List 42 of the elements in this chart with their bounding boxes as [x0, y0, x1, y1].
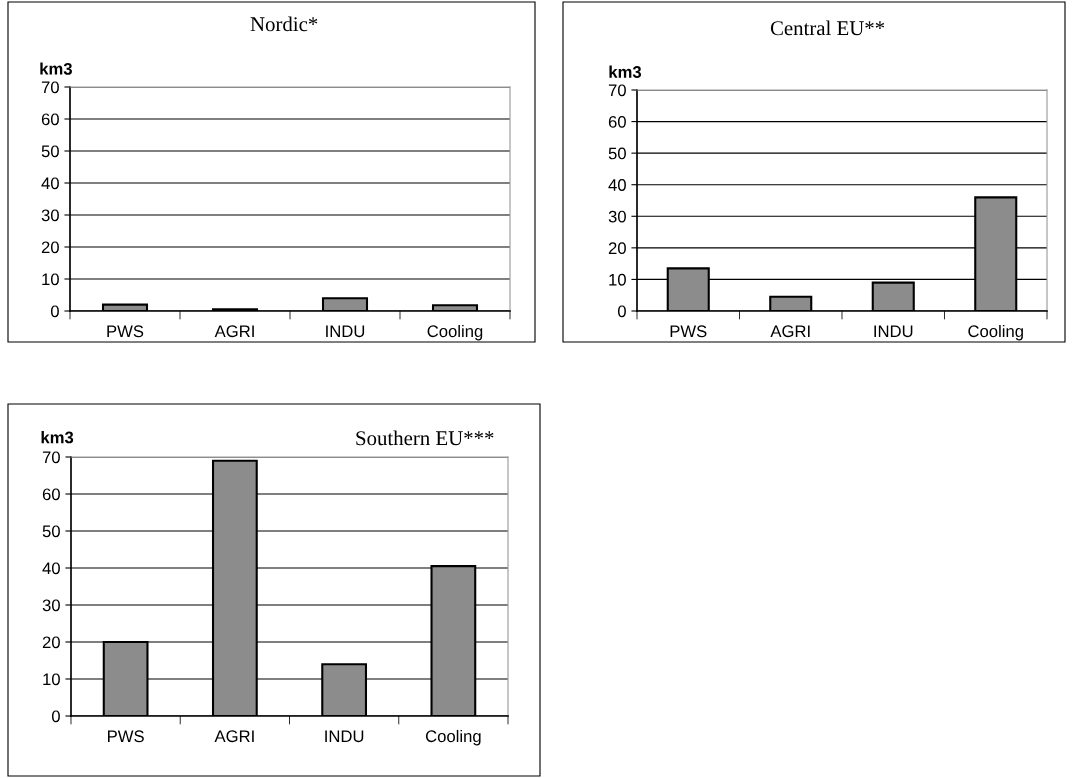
y-tick-label: 0	[50, 305, 59, 318]
chart-title: Southern EU***	[356, 430, 494, 446]
x-tick-label: PWS	[108, 730, 144, 743]
y-tick-label: 60	[42, 488, 60, 501]
y-tick-label: 20	[42, 636, 60, 649]
y-tick-label: 0	[51, 710, 60, 723]
y-tick-label: 40	[608, 179, 626, 191]
y-tick-label: 60	[608, 115, 626, 128]
x-tick-label: AGRI	[214, 730, 254, 743]
y-tick-label: 40	[42, 562, 60, 575]
y-tick-label: 70	[41, 81, 59, 94]
y-tick-label: 70	[608, 84, 626, 97]
chart-title: Central EU**	[770, 20, 885, 36]
y-tick-label: 20	[608, 242, 626, 255]
y-axis-title: km3	[41, 431, 74, 444]
y-tick-label: 60	[41, 113, 59, 126]
y-axis-title: km3	[40, 62, 72, 75]
chart-title: Nordic*	[250, 16, 318, 32]
x-tick-label: AGRI	[214, 325, 254, 338]
x-tick-label: PWS	[670, 325, 707, 338]
y-tick-label: 10	[43, 673, 60, 686]
x-tick-label: Cooling	[968, 324, 1023, 341]
y-tick-label: 50	[42, 525, 60, 538]
y-tick-label: 10	[42, 273, 59, 286]
x-tick-label: AGRI	[770, 325, 810, 338]
y-tick-label: 50	[41, 145, 59, 158]
x-tick-label: PWS	[107, 325, 144, 338]
y-tick-label: 70	[42, 451, 60, 464]
y-tick-label: 50	[608, 147, 626, 160]
x-tick-label: Cooling	[425, 729, 481, 746]
x-tick-label: INDU	[325, 730, 364, 743]
y-tick-label: 20	[41, 241, 59, 254]
y-tick-label: 30	[608, 210, 626, 223]
x-tick-label: Cooling	[427, 324, 483, 341]
y-tick-label: 40	[41, 177, 59, 190]
y-axis-title: km3	[609, 65, 642, 78]
y-tick-label: 30	[42, 599, 60, 612]
x-tick-label: INDU	[874, 325, 913, 338]
y-tick-label: 10	[609, 273, 626, 286]
x-tick-label: INDU	[326, 325, 365, 338]
y-tick-label: 30	[41, 209, 59, 222]
y-tick-label: 0	[617, 305, 626, 318]
